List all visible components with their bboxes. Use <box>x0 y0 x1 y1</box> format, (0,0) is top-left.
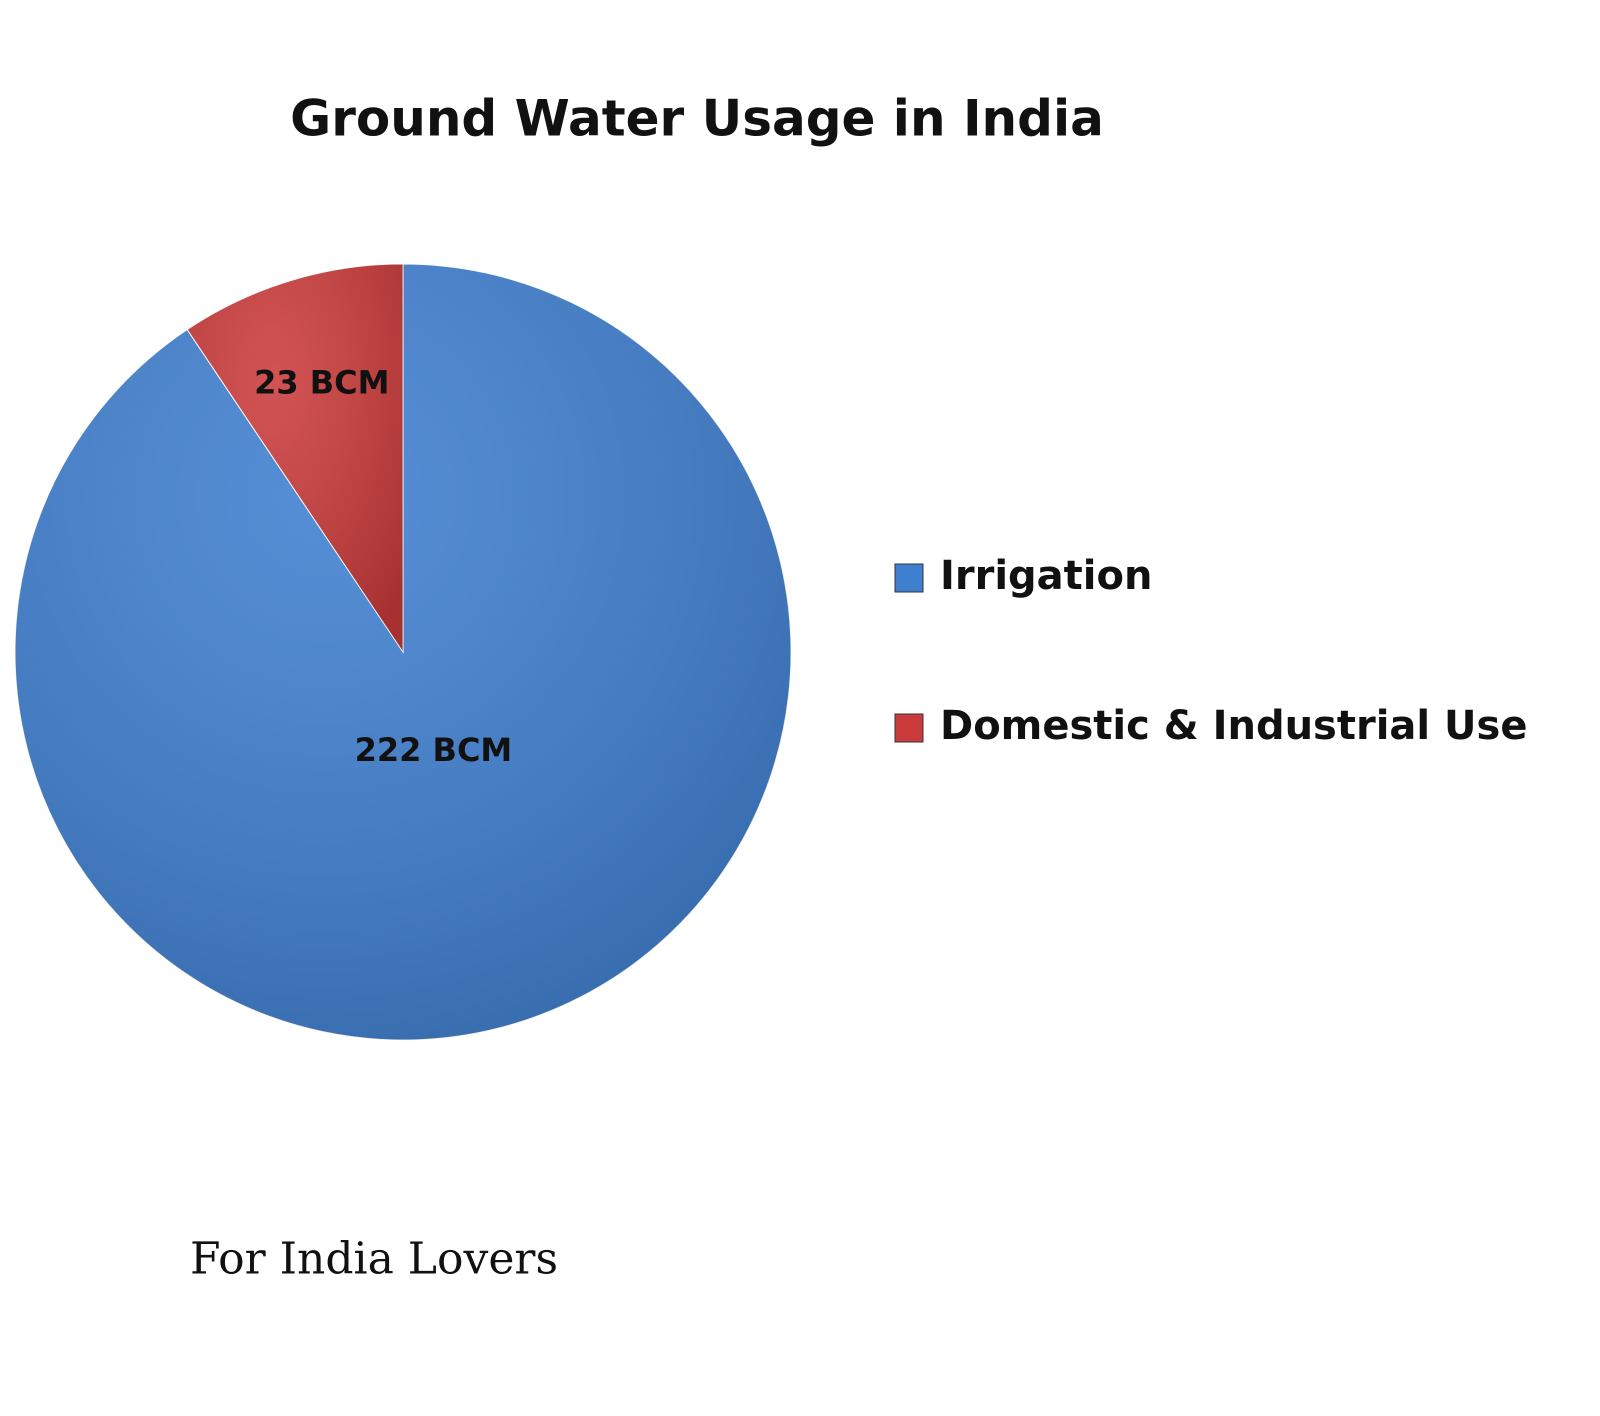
pie: 222 BCM 23 BCM <box>14 263 792 1041</box>
chart-title: Ground Water Usage in India <box>290 90 1104 148</box>
value-label: 23 BCM <box>254 364 389 402</box>
legend-swatch <box>894 563 924 593</box>
legend-label: Domestic & Industrial Use <box>940 703 1527 749</box>
annotation: For India Lovers <box>190 1234 558 1285</box>
legend-swatch <box>894 713 924 743</box>
legend-label: Irrigation <box>940 553 1152 599</box>
slice-shade <box>187 264 403 652</box>
legend: Irrigation Domestic & Industrial Use <box>894 553 1527 749</box>
value-label: 222 BCM <box>355 731 513 769</box>
